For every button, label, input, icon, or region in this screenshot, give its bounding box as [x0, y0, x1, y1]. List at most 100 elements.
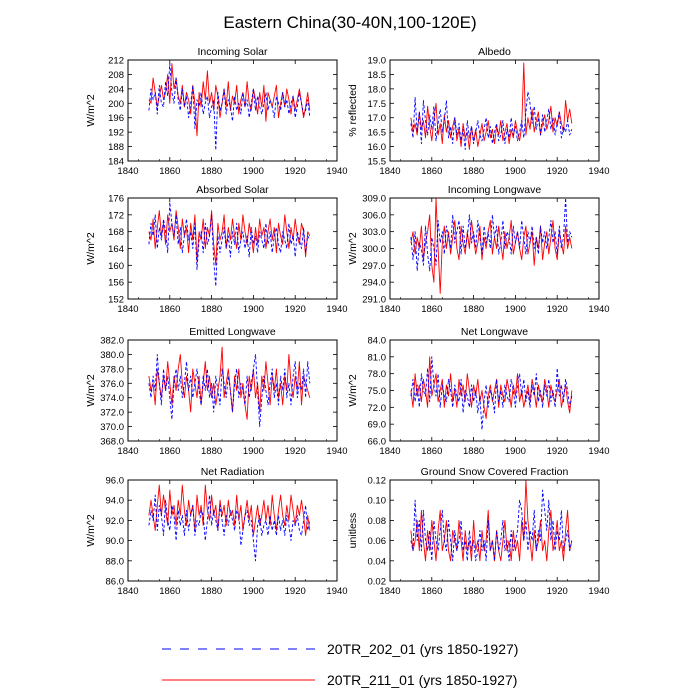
series-line-20TR_202_01: [410, 489, 573, 562]
y-tick-label: 208: [108, 70, 124, 81]
y-tick-label: 15.5: [368, 157, 387, 168]
x-tick-label: 1880: [463, 166, 484, 177]
x-tick-label: 1940: [326, 304, 347, 315]
panel-title: Incoming Solar: [197, 46, 268, 58]
y-tick-label: 378.0: [100, 364, 124, 375]
y-tick-label: 0.02: [368, 577, 387, 588]
y-tick-label: 0.12: [368, 476, 387, 487]
x-tick-label: 1920: [285, 304, 306, 315]
y-tick-label: 200: [108, 99, 124, 110]
y-tick-label: 370.0: [100, 422, 124, 433]
x-tick-label: 1860: [159, 586, 180, 597]
y-tick-label: 0.08: [368, 516, 387, 527]
y-axis-label: W/m^2: [347, 232, 359, 265]
x-tick-label: 1840: [379, 586, 400, 597]
y-tick-label: 16.5: [368, 128, 387, 139]
y-tick-label: 69.0: [368, 420, 387, 431]
y-tick-label: 164: [108, 244, 124, 255]
y-axis-label: % reflected: [347, 84, 359, 137]
x-tick-label: 1900: [243, 166, 264, 177]
y-tick-label: 294.0: [362, 278, 386, 289]
y-tick-label: 303.0: [362, 227, 386, 238]
y-tick-label: 19.0: [368, 56, 387, 67]
panel-frame: [389, 339, 600, 442]
x-tick-label: 1880: [201, 304, 222, 315]
panel-title: Incoming Longwave: [448, 184, 542, 196]
y-axis-label: W/m^2: [85, 514, 97, 547]
y-tick-label: 204: [108, 84, 124, 95]
y-tick-label: 72.0: [368, 403, 387, 414]
y-tick-label: 376.0: [100, 379, 124, 390]
y-tick-label: 372.0: [100, 408, 124, 419]
y-tick-label: 96.0: [106, 476, 125, 487]
series-line-20TR_211_01: [148, 346, 311, 420]
series-line-20TR_211_01: [410, 479, 573, 562]
series-line-20TR_211_01: [148, 63, 311, 137]
x-tick-label: 1880: [201, 586, 222, 597]
x-tick-label: 1860: [159, 304, 180, 315]
y-tick-label: 188: [108, 142, 124, 153]
x-tick-label: 1940: [326, 586, 347, 597]
y-tick-label: 90.0: [106, 536, 125, 547]
x-tick-label: 1860: [421, 446, 442, 457]
x-tick-label: 1840: [379, 166, 400, 177]
y-tick-label: 297.0: [362, 261, 386, 272]
series-line-20TR_202_01: [410, 356, 573, 431]
y-tick-label: 66.0: [368, 437, 387, 448]
x-tick-label: 1920: [547, 304, 568, 315]
y-axis-label: W/m^2: [85, 232, 97, 265]
legend-label-1: 20TR_202_01 (yrs 1850-1927): [327, 641, 518, 657]
x-tick-label: 1840: [379, 446, 400, 457]
x-tick-label: 1900: [505, 304, 526, 315]
legend: 20TR_202_01 (yrs 1850-1927) 20TR_211_01 …: [162, 641, 518, 688]
y-tick-label: 160: [108, 261, 124, 272]
series-line-20TR_211_01: [410, 62, 573, 150]
series-line-20TR_202_01: [410, 91, 573, 150]
y-tick-label: 156: [108, 278, 124, 289]
y-tick-label: 212: [108, 56, 124, 67]
y-axis-label: unitless: [347, 513, 359, 549]
y-tick-label: 300.0: [362, 244, 386, 255]
series-line-20TR_202_01: [148, 201, 311, 287]
x-tick-label: 1860: [421, 586, 442, 597]
legend-entry-2: 20TR_211_01 (yrs 1850-1927): [162, 672, 517, 688]
x-tick-label: 1860: [421, 304, 442, 315]
x-tick-label: 1900: [243, 586, 264, 597]
x-tick-label: 1920: [547, 446, 568, 457]
x-tick-label: 1920: [285, 446, 306, 457]
y-tick-label: 192: [108, 128, 124, 139]
x-tick-label: 1840: [117, 446, 138, 457]
panel-4: Incoming Longwave W/m^2 1840 1860 1880 1900 19…: [347, 184, 610, 315]
x-tick-label: 1900: [243, 446, 264, 457]
series-line-20TR_202_01: [410, 197, 573, 272]
panel-3: Absorbed Solar W/m^2 1840 1860 1880 1900 1920 1…: [85, 184, 348, 315]
legend-label-2: 20TR_211_01 (yrs 1850-1927): [327, 672, 517, 688]
y-tick-label: 17.0: [368, 113, 387, 124]
x-tick-label: 1920: [285, 166, 306, 177]
x-tick-label: 1920: [285, 586, 306, 597]
x-tick-label: 1880: [463, 586, 484, 597]
panel-7: Net Radiation W/m^2 1840 1860 1880 1900 1920 19…: [85, 466, 348, 597]
x-tick-label: 1880: [463, 446, 484, 457]
x-tick-label: 1900: [243, 304, 264, 315]
x-tick-label: 1940: [588, 446, 609, 457]
panel-frame: [127, 197, 338, 300]
y-axis-label: W/m^2: [347, 374, 359, 407]
panel-frame: [389, 197, 600, 300]
series-line-20TR_202_01: [148, 494, 311, 562]
y-tick-label: 81.0: [368, 352, 387, 363]
x-tick-label: 1940: [588, 166, 609, 177]
y-tick-label: 374.0: [100, 393, 124, 404]
x-tick-label: 1920: [547, 586, 568, 597]
panel-frame: [127, 479, 338, 582]
y-axis-label: W/m^2: [85, 374, 97, 407]
y-tick-label: 368.0: [100, 437, 124, 448]
x-tick-label: 1940: [326, 166, 347, 177]
y-tick-label: 168: [108, 227, 124, 238]
x-tick-label: 1840: [117, 166, 138, 177]
y-tick-label: 94.0: [106, 496, 125, 507]
panel-title: Net Radiation: [201, 466, 265, 478]
panel-1: Incoming Solar W/m^2 1840 1860 1880 1900 1920 1…: [85, 46, 348, 177]
series-line-20TR_211_01: [148, 210, 311, 266]
